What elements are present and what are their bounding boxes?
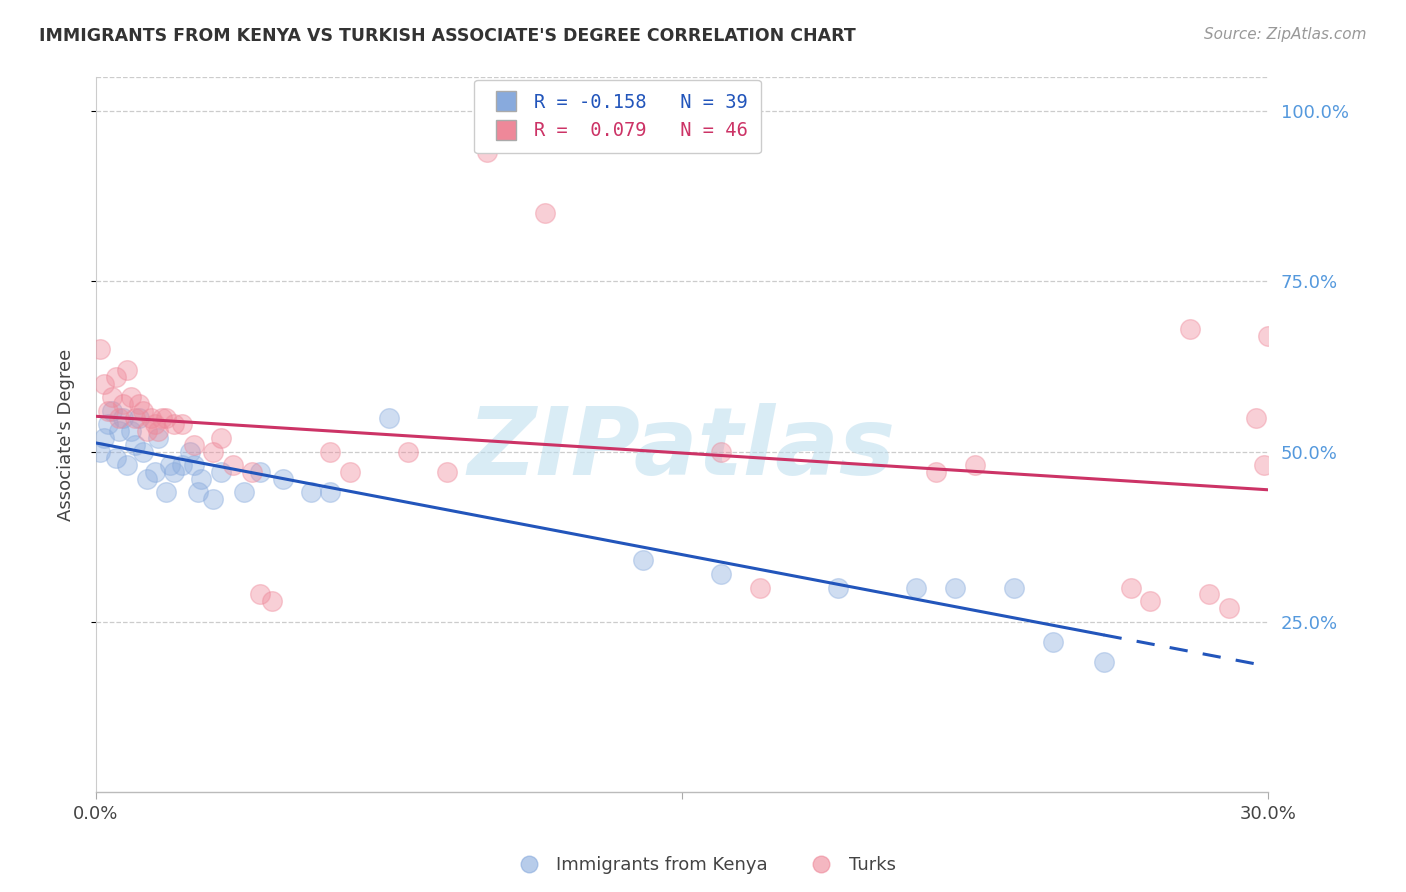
Point	[120, 390, 142, 404]
Point	[209, 431, 232, 445]
Point	[97, 403, 120, 417]
Text: ZIPatlas: ZIPatlas	[468, 403, 896, 495]
Point	[155, 410, 177, 425]
Point	[183, 458, 205, 472]
Point	[124, 438, 146, 452]
Point	[1244, 410, 1267, 425]
Point	[117, 458, 139, 472]
Point	[1119, 581, 1142, 595]
Point	[1198, 587, 1220, 601]
Point	[398, 444, 420, 458]
Point	[202, 492, 225, 507]
Point	[108, 410, 131, 425]
Text: Source: ZipAtlas.com: Source: ZipAtlas.com	[1204, 27, 1367, 42]
Point	[163, 465, 186, 479]
Point	[179, 444, 201, 458]
Legend: R = -0.158   N = 39, R =  0.079   N = 46: R = -0.158 N = 39, R = 0.079 N = 46	[474, 79, 761, 153]
Point	[299, 485, 322, 500]
Point	[631, 553, 654, 567]
Point	[163, 417, 186, 432]
Point	[100, 390, 122, 404]
Point	[108, 424, 131, 438]
Point	[143, 465, 166, 479]
Point	[104, 451, 127, 466]
Point	[89, 444, 111, 458]
Point	[187, 485, 209, 500]
Point	[924, 465, 946, 479]
Point	[148, 431, 170, 445]
Point	[170, 458, 193, 472]
Legend: Immigrants from Kenya, Turks: Immigrants from Kenya, Turks	[503, 849, 903, 881]
Point	[89, 343, 111, 357]
Point	[124, 410, 146, 425]
Point	[100, 403, 122, 417]
Point	[128, 410, 150, 425]
Point	[943, 581, 966, 595]
Y-axis label: Associate's Degree: Associate's Degree	[58, 349, 75, 521]
Point	[120, 424, 142, 438]
Point	[319, 485, 342, 500]
Point	[1092, 656, 1115, 670]
Point	[1139, 594, 1161, 608]
Point	[93, 431, 115, 445]
Point	[378, 410, 401, 425]
Point	[148, 424, 170, 438]
Point	[112, 397, 135, 411]
Point	[710, 444, 733, 458]
Point	[209, 465, 232, 479]
Point	[139, 410, 162, 425]
Point	[143, 417, 166, 432]
Point	[1253, 458, 1275, 472]
Point	[202, 444, 225, 458]
Point	[128, 397, 150, 411]
Point	[222, 458, 245, 472]
Point	[339, 465, 361, 479]
Point	[117, 363, 139, 377]
Point	[190, 472, 212, 486]
Point	[135, 424, 157, 438]
Point	[534, 206, 557, 220]
Point	[97, 417, 120, 432]
Point	[1178, 322, 1201, 336]
Point	[104, 369, 127, 384]
Point	[710, 566, 733, 581]
Point	[1042, 635, 1064, 649]
Text: IMMIGRANTS FROM KENYA VS TURKISH ASSOCIATE'S DEGREE CORRELATION CHART: IMMIGRANTS FROM KENYA VS TURKISH ASSOCIA…	[39, 27, 856, 45]
Point	[475, 145, 498, 160]
Point	[748, 581, 770, 595]
Point	[1002, 581, 1025, 595]
Point	[1218, 601, 1240, 615]
Point	[963, 458, 986, 472]
Point	[827, 581, 849, 595]
Point	[155, 485, 177, 500]
Point	[905, 581, 928, 595]
Point	[170, 417, 193, 432]
Point	[249, 465, 271, 479]
Point	[240, 465, 263, 479]
Point	[132, 403, 155, 417]
Point	[273, 472, 295, 486]
Point	[436, 465, 458, 479]
Point	[233, 485, 256, 500]
Point	[135, 472, 157, 486]
Point	[1257, 329, 1279, 343]
Point	[249, 587, 271, 601]
Point	[319, 444, 342, 458]
Point	[132, 444, 155, 458]
Point	[93, 376, 115, 391]
Point	[152, 410, 174, 425]
Point	[159, 458, 181, 472]
Point	[112, 410, 135, 425]
Point	[260, 594, 283, 608]
Point	[183, 438, 205, 452]
